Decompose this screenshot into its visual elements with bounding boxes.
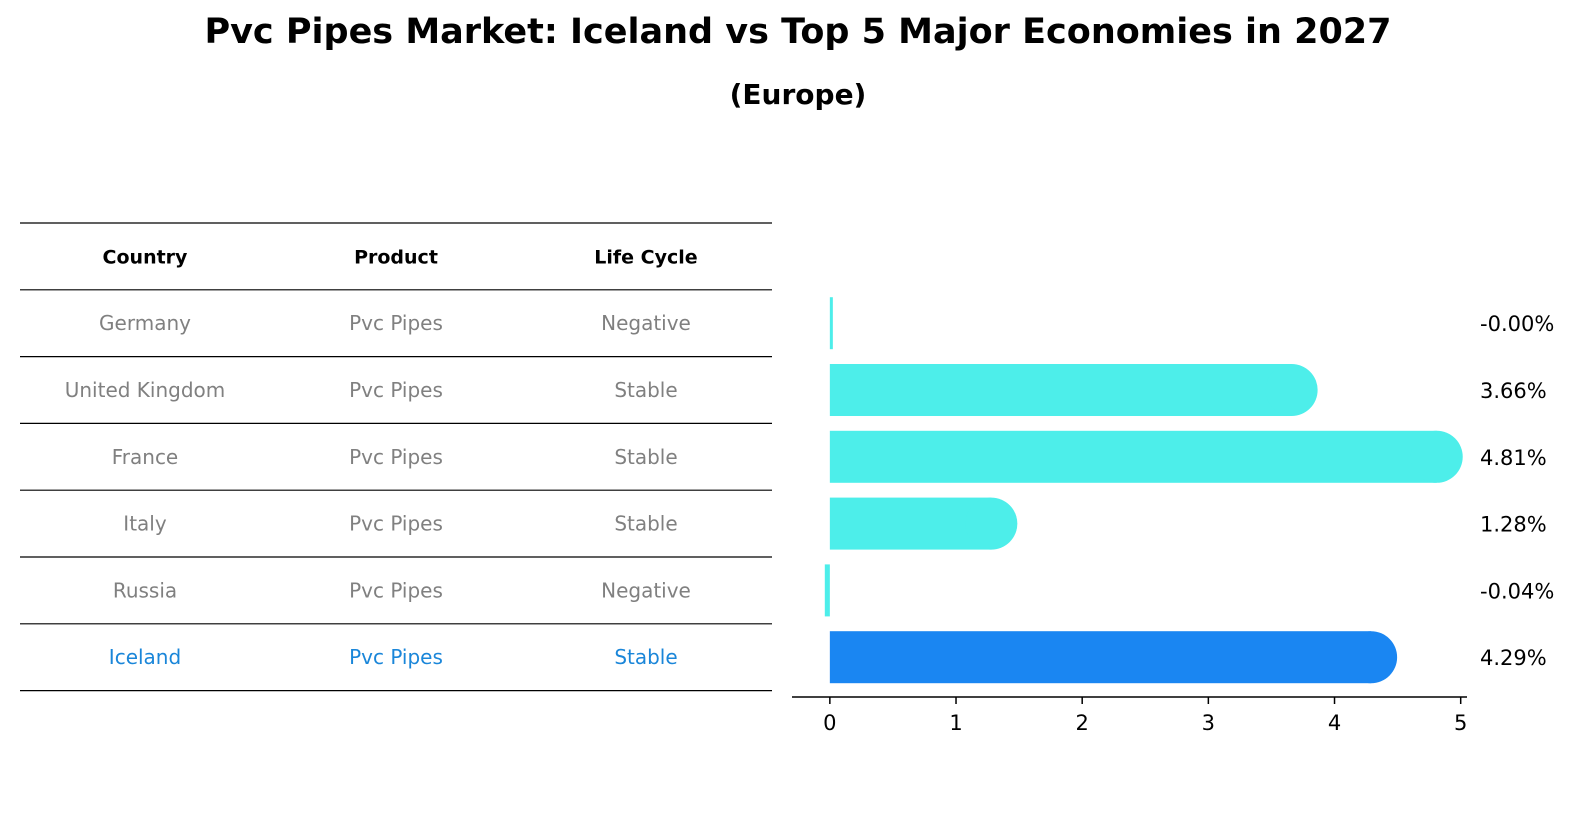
x-tick-label: 2 bbox=[1075, 711, 1088, 735]
x-tick-label: 3 bbox=[1202, 711, 1215, 735]
bar-russia bbox=[824, 564, 830, 617]
table-header-cell: Life Cycle bbox=[594, 246, 697, 268]
x-tick-label: 4 bbox=[1328, 711, 1341, 735]
bar-united-kingdom bbox=[829, 364, 1292, 416]
bar-value-label: 1.28% bbox=[1480, 513, 1547, 537]
table-cell: Pvc Pipes bbox=[349, 445, 443, 469]
bar-value-label: 3.66% bbox=[1480, 379, 1547, 403]
bar-france bbox=[829, 430, 1437, 483]
bar-value-label: 4.29% bbox=[1480, 646, 1547, 670]
chart-subtitle: (Europe) bbox=[729, 78, 867, 111]
x-tick-label: 5 bbox=[1454, 711, 1467, 735]
bar-chart: -0.00% 3.66% 4.81% 1.28% -0.04% 4.29% 0 1 2 3 4 5 bbox=[792, 297, 1554, 735]
bar-germany bbox=[829, 297, 833, 350]
table-cell: Stable bbox=[614, 378, 677, 402]
table-cell: Pvc Pipes bbox=[349, 578, 443, 602]
table-cell: Negative bbox=[601, 311, 691, 335]
table-header-cell: Product bbox=[354, 246, 438, 268]
x-tick-label: 0 bbox=[823, 711, 836, 735]
table-cell: Iceland bbox=[109, 645, 181, 669]
table-cell: Stable bbox=[614, 645, 677, 669]
table-cell: United Kingdom bbox=[65, 378, 226, 402]
table-cell: Stable bbox=[614, 512, 677, 536]
bar-italy bbox=[829, 497, 992, 550]
bar-value-label: 4.81% bbox=[1480, 446, 1547, 470]
table-header-cell: Country bbox=[103, 246, 189, 268]
chart-title: Pvc Pipes Market: Iceland vs Top 5 Major… bbox=[204, 12, 1392, 52]
table-cell: Pvc Pipes bbox=[349, 645, 443, 669]
table-cell: Russia bbox=[113, 578, 177, 602]
table-cell: Stable bbox=[614, 445, 677, 469]
table-cell: Pvc Pipes bbox=[349, 311, 443, 335]
table-cell: Negative bbox=[601, 578, 691, 602]
bar-end-cap bbox=[1410, 430, 1463, 483]
table-cell: France bbox=[112, 445, 179, 469]
table-cell: Pvc Pipes bbox=[349, 512, 443, 536]
bar-value-label: -0.00% bbox=[1480, 312, 1554, 336]
bar-iceland bbox=[829, 631, 1372, 684]
x-tick-label: 1 bbox=[949, 711, 962, 735]
table-cell: Pvc Pipes bbox=[349, 378, 443, 402]
bar-end-cap bbox=[965, 497, 1018, 550]
bar-value-label: -0.04% bbox=[1480, 579, 1554, 603]
table-cell: Germany bbox=[99, 311, 191, 335]
bar-end-cap bbox=[1265, 364, 1318, 416]
bar-end-cap bbox=[1345, 631, 1398, 684]
table-cell: Italy bbox=[123, 512, 167, 536]
data-table: Country Product Life Cycle Germany Pvc Pipes… bbox=[20, 222, 772, 692]
